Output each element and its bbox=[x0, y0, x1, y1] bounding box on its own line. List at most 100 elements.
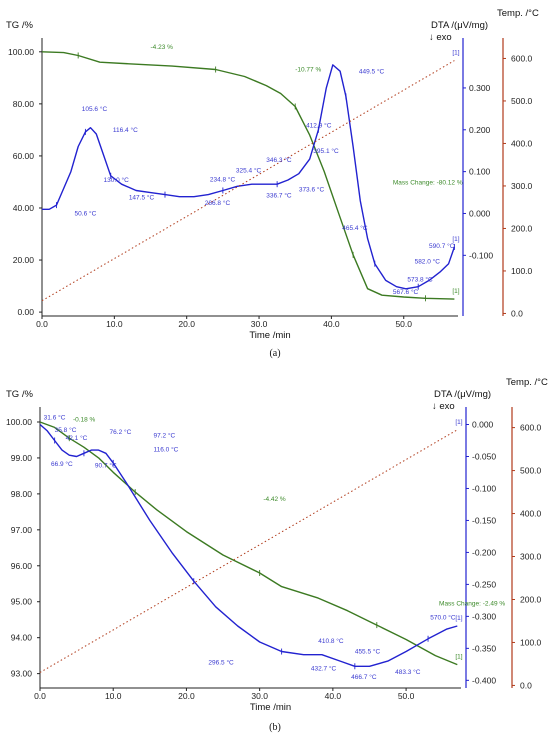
p0-x-tick-label: 50.0 bbox=[395, 319, 412, 329]
p1-annotation-label: 76.2 °C bbox=[110, 428, 132, 436]
p0-annotation-label: 116.4 °C bbox=[113, 126, 138, 134]
p1-temp-axis-title: Temp. /°C bbox=[506, 377, 548, 388]
p1-x-tick-label: 10.0 bbox=[105, 691, 122, 701]
p0-annotation-label: -10.77 % bbox=[295, 66, 321, 73]
p0-tg-curve-marker: [1] bbox=[452, 288, 459, 295]
p1-dta-tick-label: -0.250 bbox=[472, 579, 496, 589]
p1-dta-tick-label: -0.350 bbox=[472, 643, 496, 653]
p0-annotation-label: 346.3 °C bbox=[266, 156, 292, 164]
p1-exo-label: ↓ exo bbox=[432, 401, 455, 412]
p1-x-tick-label: 0.0 bbox=[34, 691, 46, 701]
p1-annotation-label: Mass Change: -2.49 % bbox=[439, 600, 505, 607]
p0-annotation-label: 147.5 °C bbox=[129, 194, 155, 202]
p1-tg-tick-label: 96.00 bbox=[11, 561, 33, 571]
p1-dta-tick-label: -0.300 bbox=[472, 611, 496, 621]
p0-annotation-label: 50.6 °C bbox=[75, 210, 97, 218]
p0-temp-tick-label: 300.0 bbox=[511, 181, 533, 191]
p0-tg-tick-label: 0.00 bbox=[17, 307, 34, 317]
p1-annotation-label: 97.2 °C bbox=[153, 431, 175, 439]
p0-temp-tick-label: 200.0 bbox=[511, 223, 533, 233]
p0-exo-label: ↓ exo bbox=[429, 32, 452, 43]
p0-temp-curve-marker: [1] bbox=[452, 50, 459, 57]
p1-temp-tick-label: 200.0 bbox=[520, 594, 542, 604]
p0-annotation-label: 373.6 °C bbox=[299, 186, 325, 194]
p0-annotation-label: -4.23 % bbox=[151, 44, 174, 51]
p0-dta-tick-label: -0.100 bbox=[469, 250, 493, 260]
p1-annotation-label: 296.5 °C bbox=[208, 658, 234, 666]
p0-annotation-label: 395.1 °C bbox=[313, 147, 339, 155]
p1-annotation-label: 116.0 °C bbox=[153, 445, 178, 453]
p0-temp-tick-label: 0.0 bbox=[511, 308, 523, 318]
p1-dta-tick-label: 0.000 bbox=[472, 420, 494, 430]
p0-x-tick-label: 0.0 bbox=[36, 319, 48, 329]
p0-annotation-label: 465.4 °C bbox=[342, 224, 368, 232]
p0-temp-axis-title: Temp. /°C bbox=[497, 8, 539, 19]
p0-dta-tick-label: 0.300 bbox=[469, 83, 491, 93]
p1-tg-tick-label: 94.00 bbox=[11, 633, 33, 643]
p0-x-tick-label: 40.0 bbox=[323, 319, 340, 329]
p1-x-tick-label: 40.0 bbox=[325, 691, 342, 701]
p1-x-tick-label: 30.0 bbox=[251, 691, 268, 701]
p0-annotation-label: 336.7 °C bbox=[266, 192, 292, 200]
p1-tg-tick-label: 93.00 bbox=[11, 669, 33, 679]
p1-temp-tick-label: 400.0 bbox=[520, 509, 542, 519]
p1-tg-tick-label: 95.00 bbox=[11, 597, 33, 607]
p0-tg-tick-label: 60.00 bbox=[13, 151, 35, 161]
p1-dta-tick-label: -0.200 bbox=[472, 547, 496, 557]
p0-tg-tick-label: 80.00 bbox=[13, 99, 35, 109]
p1-temp-tick-label: 500.0 bbox=[520, 466, 542, 476]
p1-temp-tick-label: 0.0 bbox=[520, 680, 532, 690]
p1-dta-tick-label: -0.050 bbox=[472, 451, 496, 461]
p1-annotation-label: 35.8 °C bbox=[55, 426, 77, 434]
p1-annotation-label: 455.5 °C bbox=[355, 647, 381, 655]
p1-annotation-label: -4.42 % bbox=[263, 496, 286, 503]
p1-annotation-label: 42.1 °C bbox=[66, 434, 88, 442]
p1-temp-tick-label: 100.0 bbox=[520, 637, 542, 647]
p0-dta-tick-label: 0.000 bbox=[469, 208, 491, 218]
p1-x-axis-title: Time /min bbox=[250, 702, 291, 713]
p0-annotation-label: 325.4 °C bbox=[236, 166, 262, 174]
p1-tg-series-line bbox=[39, 421, 458, 666]
p1-tg-axis-title: TG /% bbox=[6, 389, 33, 400]
p1-temp-tick-label: 300.0 bbox=[520, 552, 542, 562]
p0-x-tick-label: 20.0 bbox=[178, 319, 195, 329]
p0-dta-curve-marker: [1] bbox=[452, 236, 459, 243]
p0-tg-tick-label: 40.00 bbox=[13, 203, 35, 213]
p1-temp-tick-label: 600.0 bbox=[520, 423, 542, 433]
p0-tg-series-line bbox=[41, 51, 455, 300]
p0-annotation-label: 234.8 °C bbox=[210, 175, 236, 183]
p1-tg-tick-label: 99.00 bbox=[11, 453, 33, 463]
p0-annotation-label: 449.5 °C bbox=[359, 67, 385, 75]
p0-annotation-label: 590.7 °C bbox=[429, 242, 455, 250]
p0-dta-series-line bbox=[42, 64, 456, 290]
p0-tg-axis-title: TG /% bbox=[6, 20, 33, 31]
p1-annotation-label: 570.0 °C bbox=[430, 614, 456, 622]
p0-tg-tick-label: 20.00 bbox=[13, 255, 35, 265]
p1-dta-curve-marker: [1] bbox=[455, 615, 462, 622]
p0-x-tick-label: 10.0 bbox=[106, 319, 123, 329]
p0-tg-tick-label: 100.00 bbox=[8, 47, 34, 57]
p0-annotation-label: 567.6 °C bbox=[393, 288, 419, 296]
p1-annotation-label: 466.7 °C bbox=[351, 673, 377, 681]
p1-tg-tick-label: 97.00 bbox=[11, 525, 33, 535]
p0-temp-tick-label: 100.0 bbox=[511, 266, 533, 276]
p0-x-tick-label: 30.0 bbox=[251, 319, 268, 329]
p0-annotation-label: 573.8 °C bbox=[407, 276, 433, 284]
p1-annotation-label: 483.3 °C bbox=[395, 668, 421, 676]
p0-x-axis-title: Time /min bbox=[249, 330, 290, 341]
p1-annotation-label: -0.18 % bbox=[73, 416, 96, 423]
p1-annotation-label: 90.7 °C bbox=[95, 461, 117, 469]
p0-annotation-label: Mass Change: -80.12 % bbox=[393, 180, 463, 187]
p1-dta-series-line bbox=[39, 423, 458, 667]
p1-annotation-label: 432.7 °C bbox=[311, 665, 337, 673]
p1-x-tick-label: 20.0 bbox=[178, 691, 195, 701]
p1-caption: (b) bbox=[269, 722, 281, 733]
p1-dta-tick-label: -0.150 bbox=[472, 515, 496, 525]
p0-dta-tick-label: 0.200 bbox=[469, 125, 491, 135]
p0-temp-tick-label: 400.0 bbox=[511, 138, 533, 148]
p0-annotation-label: 105.6 °C bbox=[82, 105, 108, 113]
p0-temp-tick-label: 500.0 bbox=[511, 96, 533, 106]
p1-temp-curve-marker: [1] bbox=[455, 419, 462, 426]
p0-dta-axis-title: DTA /(μV/mg) bbox=[431, 20, 488, 31]
